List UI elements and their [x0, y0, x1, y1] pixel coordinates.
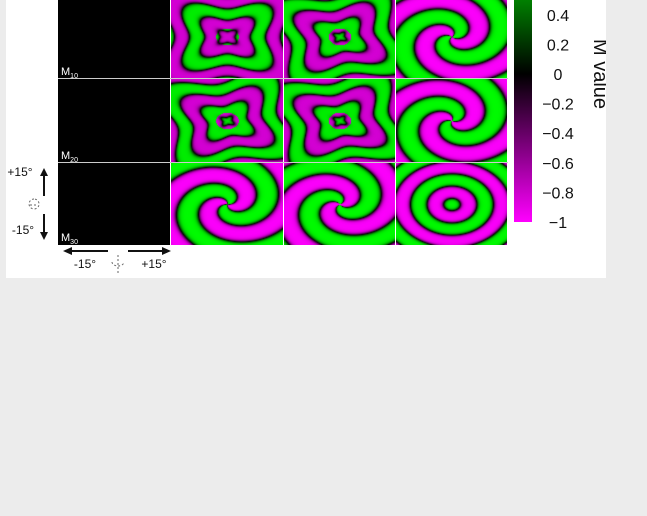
heatmap-panel-r1-c4 [396, 0, 507, 78]
pitch-rotation-icon [29, 199, 39, 209]
colorbar-tick-label: −0.4 [542, 126, 574, 143]
heatmap-panel-r3-c2 [171, 163, 283, 245]
colorbar-tick-label: −1 [549, 215, 567, 232]
colorbar-tick-label: 0.2 [547, 37, 569, 54]
colorbar [514, 0, 532, 222]
yaw-rotation-icon [112, 255, 124, 273]
colorbar-tick-label: −0.2 [542, 97, 574, 114]
colorbar-tick-label: −0.8 [542, 185, 574, 202]
heatmap-panel-r1-c1 [58, 0, 170, 78]
heatmap-panel-r2-c4 [396, 79, 507, 162]
heatmap-panel-r1-c2 [171, 0, 283, 78]
colorbar-tick-label: 0 [554, 67, 563, 84]
colorbar-tick-label: 0.4 [547, 8, 569, 25]
heatmap-panel-r1-c3 [284, 0, 395, 78]
horizontal-axis-right-label: +15° [141, 257, 166, 271]
heatmap-panel-r3-c4 [396, 163, 507, 245]
heatmap-panel-r3-c3 [284, 163, 395, 245]
heatmap-panel-r2-c3 [284, 79, 395, 162]
colorbar-tick-label: −0.6 [542, 156, 574, 173]
vertical-axis-top-label: +15° [7, 165, 32, 179]
heatmap-panel-r3-c1 [58, 163, 170, 245]
vertical-axis-arrowhead-down [40, 232, 48, 240]
horizontal-axis-left-label: -15° [74, 257, 96, 271]
heatmap-panel-r2-c2 [171, 79, 283, 162]
vertical-axis-arrowhead-up [40, 168, 48, 176]
horizontal-axis-arrowhead-left [63, 247, 72, 255]
colorbar-title: M value [589, 39, 606, 109]
horizontal-axis-arrowhead-right [162, 247, 171, 255]
heatmap-panel-r2-c1 [58, 79, 170, 162]
vertical-axis-bottom-label: -15° [12, 223, 34, 237]
